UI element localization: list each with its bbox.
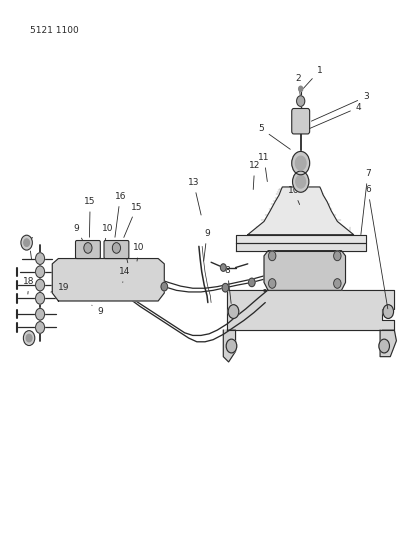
Circle shape xyxy=(36,253,45,264)
Text: 18: 18 xyxy=(23,277,35,294)
Polygon shape xyxy=(227,290,393,330)
Polygon shape xyxy=(52,259,164,301)
Circle shape xyxy=(161,282,167,291)
Circle shape xyxy=(84,243,92,253)
Text: 7: 7 xyxy=(360,169,370,235)
Text: 13: 13 xyxy=(187,178,201,215)
Text: 6: 6 xyxy=(364,185,387,309)
Text: 4: 4 xyxy=(309,103,360,128)
Circle shape xyxy=(333,251,340,261)
Circle shape xyxy=(296,96,304,107)
Polygon shape xyxy=(235,243,365,251)
Text: 10: 10 xyxy=(102,224,114,243)
Polygon shape xyxy=(235,235,365,243)
Text: 5121 1100: 5121 1100 xyxy=(30,26,79,35)
Circle shape xyxy=(378,339,389,353)
Text: 12: 12 xyxy=(248,161,260,190)
Circle shape xyxy=(26,334,32,342)
Circle shape xyxy=(228,305,238,318)
Circle shape xyxy=(36,321,45,333)
Text: 1: 1 xyxy=(303,66,322,88)
FancyBboxPatch shape xyxy=(104,240,128,259)
Circle shape xyxy=(298,86,302,92)
Circle shape xyxy=(333,279,340,288)
Text: 9: 9 xyxy=(203,229,209,261)
Text: 2: 2 xyxy=(294,74,300,95)
Circle shape xyxy=(36,293,45,304)
Circle shape xyxy=(220,264,226,271)
Text: 17: 17 xyxy=(23,237,35,260)
Circle shape xyxy=(226,339,236,353)
Text: 10: 10 xyxy=(133,244,144,261)
Circle shape xyxy=(292,171,308,192)
Circle shape xyxy=(268,279,275,288)
Polygon shape xyxy=(247,187,353,235)
Circle shape xyxy=(294,156,305,170)
Text: 16: 16 xyxy=(114,192,126,237)
Text: 9: 9 xyxy=(74,224,87,249)
Circle shape xyxy=(291,151,309,175)
Text: 8: 8 xyxy=(224,266,231,303)
Polygon shape xyxy=(379,330,396,357)
Circle shape xyxy=(24,239,29,246)
Circle shape xyxy=(36,266,45,278)
Text: 15: 15 xyxy=(84,197,96,237)
FancyBboxPatch shape xyxy=(291,109,309,134)
Text: 5: 5 xyxy=(258,124,290,149)
Text: 9: 9 xyxy=(92,305,103,316)
Circle shape xyxy=(248,278,254,287)
Text: 6: 6 xyxy=(120,241,128,263)
Text: 11: 11 xyxy=(258,154,269,182)
Text: 14: 14 xyxy=(119,268,130,282)
Circle shape xyxy=(21,235,32,250)
Text: 19: 19 xyxy=(51,283,69,292)
Circle shape xyxy=(268,251,275,261)
Polygon shape xyxy=(263,251,345,290)
Circle shape xyxy=(36,279,45,291)
Circle shape xyxy=(36,309,45,320)
Circle shape xyxy=(23,330,35,345)
Polygon shape xyxy=(223,330,235,362)
Text: 3: 3 xyxy=(310,92,368,121)
Circle shape xyxy=(295,175,305,188)
FancyBboxPatch shape xyxy=(75,240,100,259)
Circle shape xyxy=(382,305,393,318)
Circle shape xyxy=(112,243,120,253)
Text: 10: 10 xyxy=(287,186,299,205)
Text: 15: 15 xyxy=(124,203,142,237)
Circle shape xyxy=(222,284,228,292)
